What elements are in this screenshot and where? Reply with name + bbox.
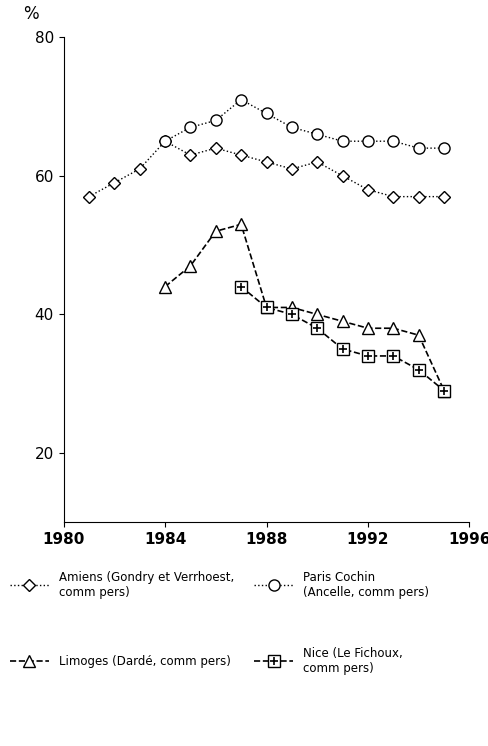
Text: Paris Cochin
(Ancelle, comm pers): Paris Cochin (Ancelle, comm pers) <box>303 571 428 599</box>
Text: Limoges (Dardé, comm pers): Limoges (Dardé, comm pers) <box>59 655 230 668</box>
Text: Amiens (Gondry et Verrhoest,
comm pers): Amiens (Gondry et Verrhoest, comm pers) <box>59 571 233 599</box>
Text: Nice (Le Fichoux,
comm pers): Nice (Le Fichoux, comm pers) <box>303 648 402 675</box>
Text: %: % <box>23 4 39 23</box>
